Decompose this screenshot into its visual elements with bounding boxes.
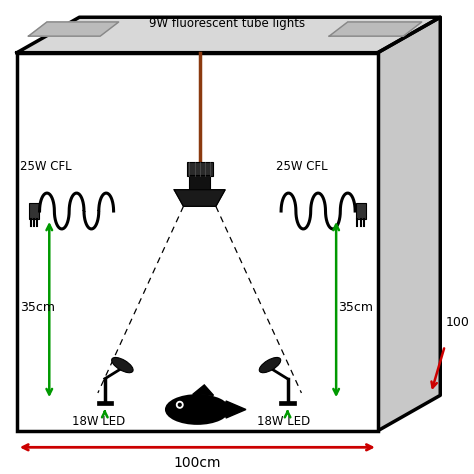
- Polygon shape: [17, 17, 440, 53]
- Bar: [97, 401, 113, 405]
- Text: 35cm: 35cm: [338, 301, 374, 314]
- Bar: [187, 162, 213, 175]
- Polygon shape: [226, 401, 246, 418]
- Bar: [356, 203, 366, 219]
- Circle shape: [176, 401, 183, 408]
- Text: 25W CFL: 25W CFL: [276, 160, 328, 173]
- Polygon shape: [28, 22, 118, 36]
- Polygon shape: [193, 385, 213, 395]
- Text: 100cm: 100cm: [173, 456, 221, 470]
- Bar: [280, 401, 296, 405]
- Bar: [29, 203, 39, 219]
- Bar: [17, 53, 378, 431]
- Text: 25W CFL: 25W CFL: [20, 160, 72, 173]
- Text: 9W fluorescent tube lights: 9W fluorescent tube lights: [149, 17, 305, 30]
- Bar: [190, 174, 210, 190]
- Ellipse shape: [259, 357, 281, 373]
- Text: 35cm: 35cm: [20, 301, 55, 314]
- Text: 18W LED: 18W LED: [73, 415, 126, 428]
- Circle shape: [178, 403, 181, 406]
- Polygon shape: [329, 22, 422, 36]
- Text: 100: 100: [446, 316, 470, 328]
- Text: 18W LED: 18W LED: [257, 415, 311, 428]
- Ellipse shape: [112, 357, 133, 373]
- Polygon shape: [378, 17, 440, 431]
- Polygon shape: [174, 190, 225, 206]
- Ellipse shape: [165, 394, 230, 425]
